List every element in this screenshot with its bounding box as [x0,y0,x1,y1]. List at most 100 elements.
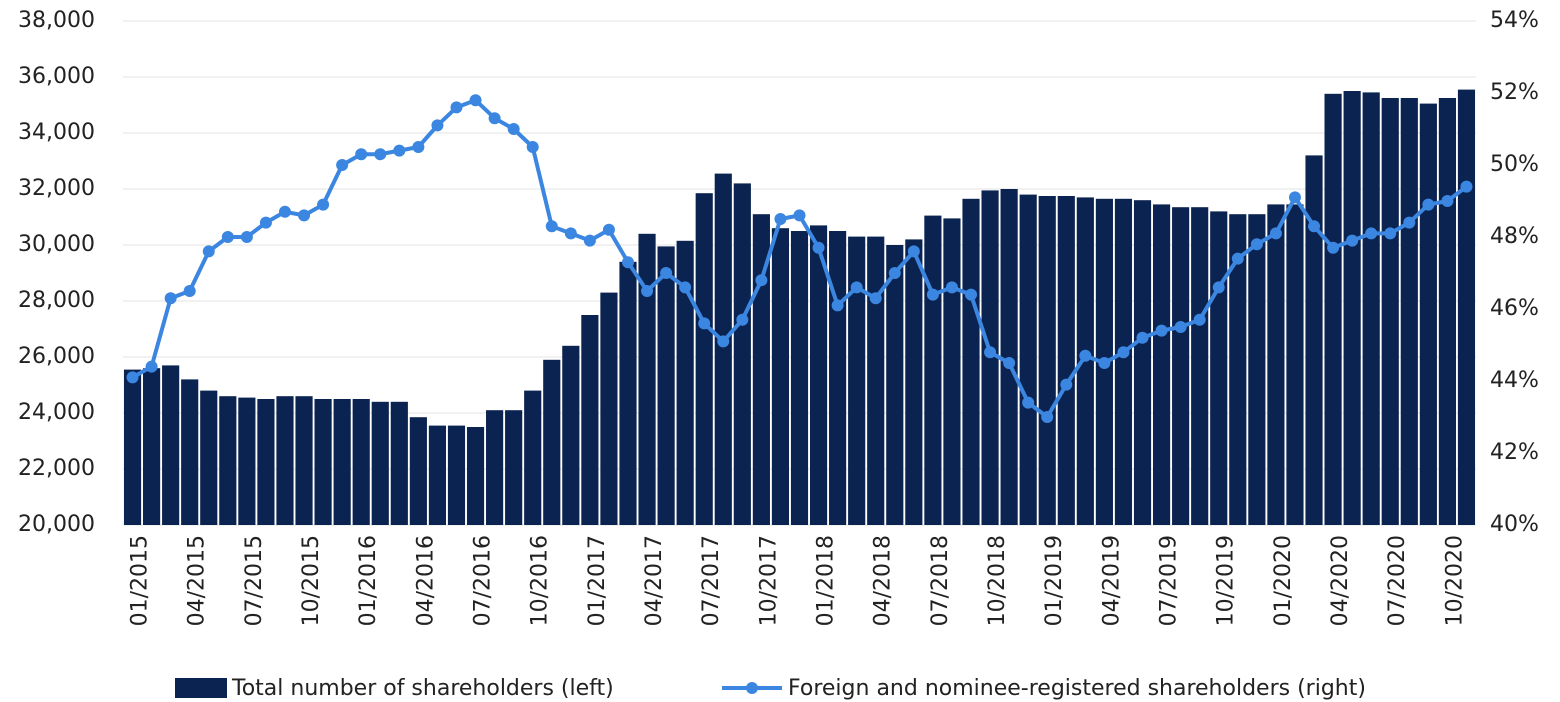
bar [1457,89,1476,525]
x-tick-label: 04/2020 [1328,535,1353,626]
bar [143,368,161,525]
bar [848,236,866,525]
bar [943,218,961,525]
x-tick-label: 01/2018 [814,535,839,626]
bar [543,359,561,525]
line-marker [869,292,882,305]
line-marker [1022,396,1035,409]
bar [829,231,847,525]
bar [962,198,980,526]
line-marker [812,241,825,254]
x-tick-label: 10/2019 [1214,535,1239,626]
line-marker [183,285,196,297]
line-marker [488,112,501,125]
bar [771,228,790,525]
bar [1172,207,1190,525]
bar [1019,194,1037,525]
line-marker [526,141,539,153]
line-marker [126,371,139,384]
line-marker [755,274,768,287]
bar [505,410,523,525]
line-marker [1155,324,1168,337]
bar [867,236,885,525]
bar [600,292,618,525]
bar [1210,211,1228,525]
legend-label: Foreign and nominee-registered sharehold… [788,676,1366,701]
bar [390,401,408,525]
line-marker [1041,411,1054,423]
line-marker [450,101,463,114]
line-marker [1193,313,1206,326]
line-marker [221,231,234,243]
line-marker [1250,238,1263,251]
line-marker [545,220,558,233]
bar [1152,204,1171,525]
legend-label: Total number of shareholders (left) [231,676,614,701]
bar [352,399,370,525]
line-marker [164,292,177,305]
x-tick-label: 04/2017 [642,535,667,626]
bar [1133,200,1152,525]
bar [676,240,694,526]
line-marker [412,141,425,153]
bar [1362,92,1380,526]
line-marker [298,209,311,222]
bar [714,173,732,525]
y-tick-label: 24,000 [18,400,95,425]
line-marker [984,346,997,359]
bar [733,183,751,525]
line-marker [431,119,444,132]
bar [181,379,199,525]
x-tick-label: 01/2015 [128,535,153,626]
bar [447,425,466,525]
x-tick-label: 10/2015 [299,535,324,626]
bar [295,396,313,525]
line-marker [1117,346,1130,359]
line-marker [374,148,387,161]
line-marker [1269,227,1282,240]
line-marker [1098,357,1111,369]
y-tick-label: 30,000 [18,232,95,257]
line-marker [602,223,615,236]
line-marker [1288,191,1301,204]
bar [409,417,427,525]
bar [524,390,542,525]
y-tick-label: 26,000 [18,344,95,369]
line-marker [831,299,844,312]
line-marker [1422,198,1435,211]
bar [1000,189,1018,525]
bar [1381,98,1399,525]
line-marker [1060,378,1073,391]
y-tick-label: 20,000 [18,512,95,537]
x-tick-label: 10/2016 [528,535,553,626]
line-marker [1079,349,1092,362]
bar [1305,155,1323,525]
line-marker [1003,357,1016,369]
line-marker [1384,227,1397,240]
y2-tick-label: 48% [1490,224,1539,249]
y-tick-label: 34,000 [18,120,95,145]
legend-marker [746,682,758,694]
bar [1419,103,1437,525]
line-marker [660,267,673,279]
bar [486,410,504,525]
line-marker [1212,281,1225,294]
line-marker [1346,234,1359,247]
y-tick-label: 28,000 [18,288,95,313]
x-tick-label: 01/2017 [585,535,610,626]
y2-tick-label: 44% [1490,368,1539,393]
x-tick-label: 04/2019 [1099,535,1124,626]
bar [428,425,447,525]
y2-tick-label: 42% [1490,440,1539,465]
x-tick-label: 07/2017 [699,535,724,626]
x-tick-label: 07/2016 [471,535,496,626]
line-marker [278,205,291,218]
bar [276,396,294,525]
bar [1248,214,1266,525]
y2-tick-label: 54% [1490,8,1539,33]
line-marker [641,285,654,297]
line-marker [1308,220,1321,233]
bar [1343,91,1361,525]
x-tick-label: 07/2020 [1385,535,1410,626]
